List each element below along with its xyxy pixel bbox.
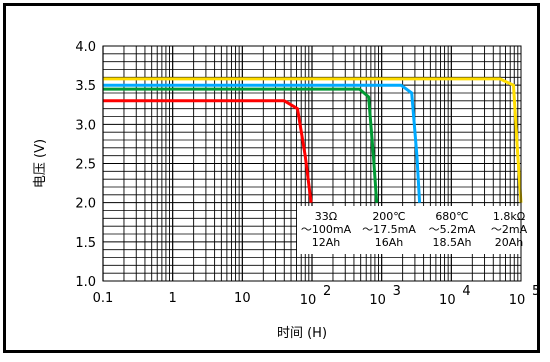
legend-label-1: 12Ah [312, 236, 341, 249]
legend-label-2: 16Ah [375, 236, 404, 249]
legend-label-3: ～5.2mA [429, 223, 476, 236]
x-tick-label: 10 [509, 293, 526, 308]
legend-box [297, 206, 521, 254]
x-tick-exponent: 3 [393, 284, 401, 299]
legend-label-4: 20Ah [495, 236, 524, 249]
x-axis-label: 时间 (H) [277, 326, 327, 341]
x-tick-label: 10 [234, 291, 251, 306]
x-tick-exponent: 5 [532, 284, 537, 299]
y-tick-label: 3.5 [75, 79, 96, 94]
legend-label-4: ～2mA [491, 223, 528, 236]
legend-label-2: 200℃ [372, 210, 405, 223]
series-line-2 [103, 87, 379, 203]
x-tick-label: 10 [300, 293, 317, 308]
series-line-4 [103, 77, 523, 203]
x-tick-label: 1 [169, 291, 177, 306]
x-tick-label: 10 [439, 293, 456, 308]
legend-label-1: ～100mA [301, 223, 352, 236]
legend-label-3: 680℃ [435, 210, 468, 223]
legend-label-1: 33Ω [315, 210, 337, 223]
y-tick-label: 4.0 [75, 40, 96, 55]
legend-label-4: 1.8kΩ [493, 210, 525, 223]
legend-label-3: 18.5Ah [433, 236, 472, 249]
y-tick-label: 1.5 [75, 236, 96, 251]
plot-border [102, 45, 522, 282]
chart-frame: 33Ω ～100mA 12Ah 200℃ ～17.5mA 16Ah 680℃ ～5.2mA 18… [3, 3, 540, 353]
y-tick-label: 3.0 [75, 118, 96, 133]
series-line-1 [103, 99, 313, 203]
y-axis-label: 电压 (V) [33, 139, 48, 188]
series-line-3 [103, 83, 422, 203]
legend-label-2: ～17.5mA [362, 223, 416, 236]
x-tick-label: 0.1 [93, 291, 114, 306]
y-tick-label: 2.5 [75, 158, 96, 173]
plot-lines [103, 77, 523, 203]
x-tick-label: 10 [369, 293, 386, 308]
y-tick-label: 1.0 [75, 275, 96, 290]
y-tick-label: 2.0 [75, 197, 96, 212]
x-tick-exponent: 4 [462, 284, 470, 299]
x-tick-exponent: 2 [323, 284, 331, 299]
tick-labels: 1.0 1.5 2.0 2.5 3.0 3.5 4.0 0.1 1 10 10 2 10 3 10 4 10 5 [75, 40, 540, 308]
